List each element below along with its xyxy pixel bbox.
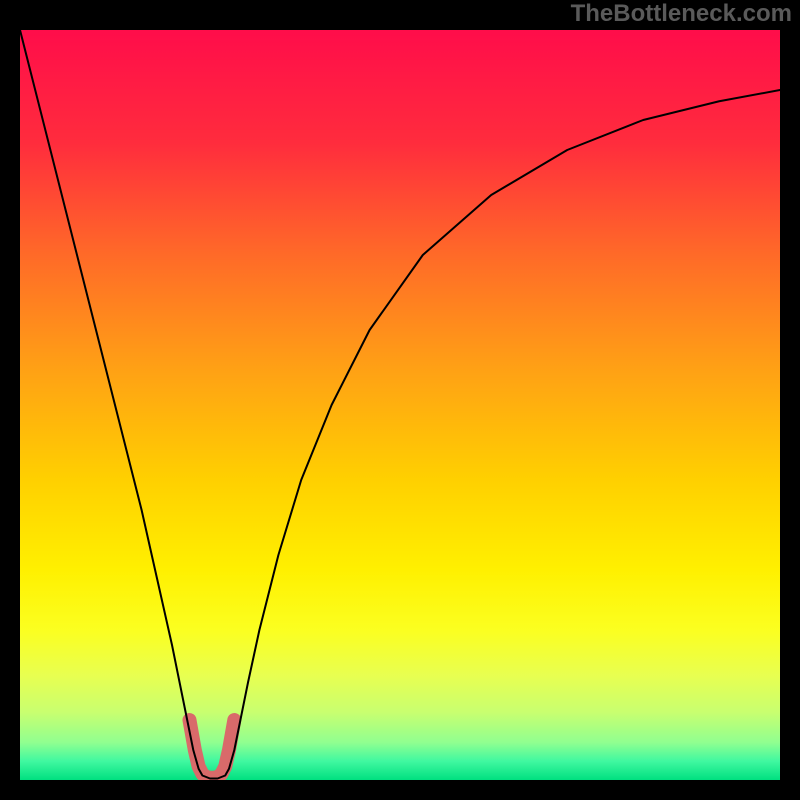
chart-svg: [20, 30, 780, 780]
gradient-background: [20, 30, 780, 780]
chart-root: TheBottleneck.com: [0, 0, 800, 800]
plot-area: [20, 30, 780, 780]
watermark-text: TheBottleneck.com: [571, 0, 792, 28]
